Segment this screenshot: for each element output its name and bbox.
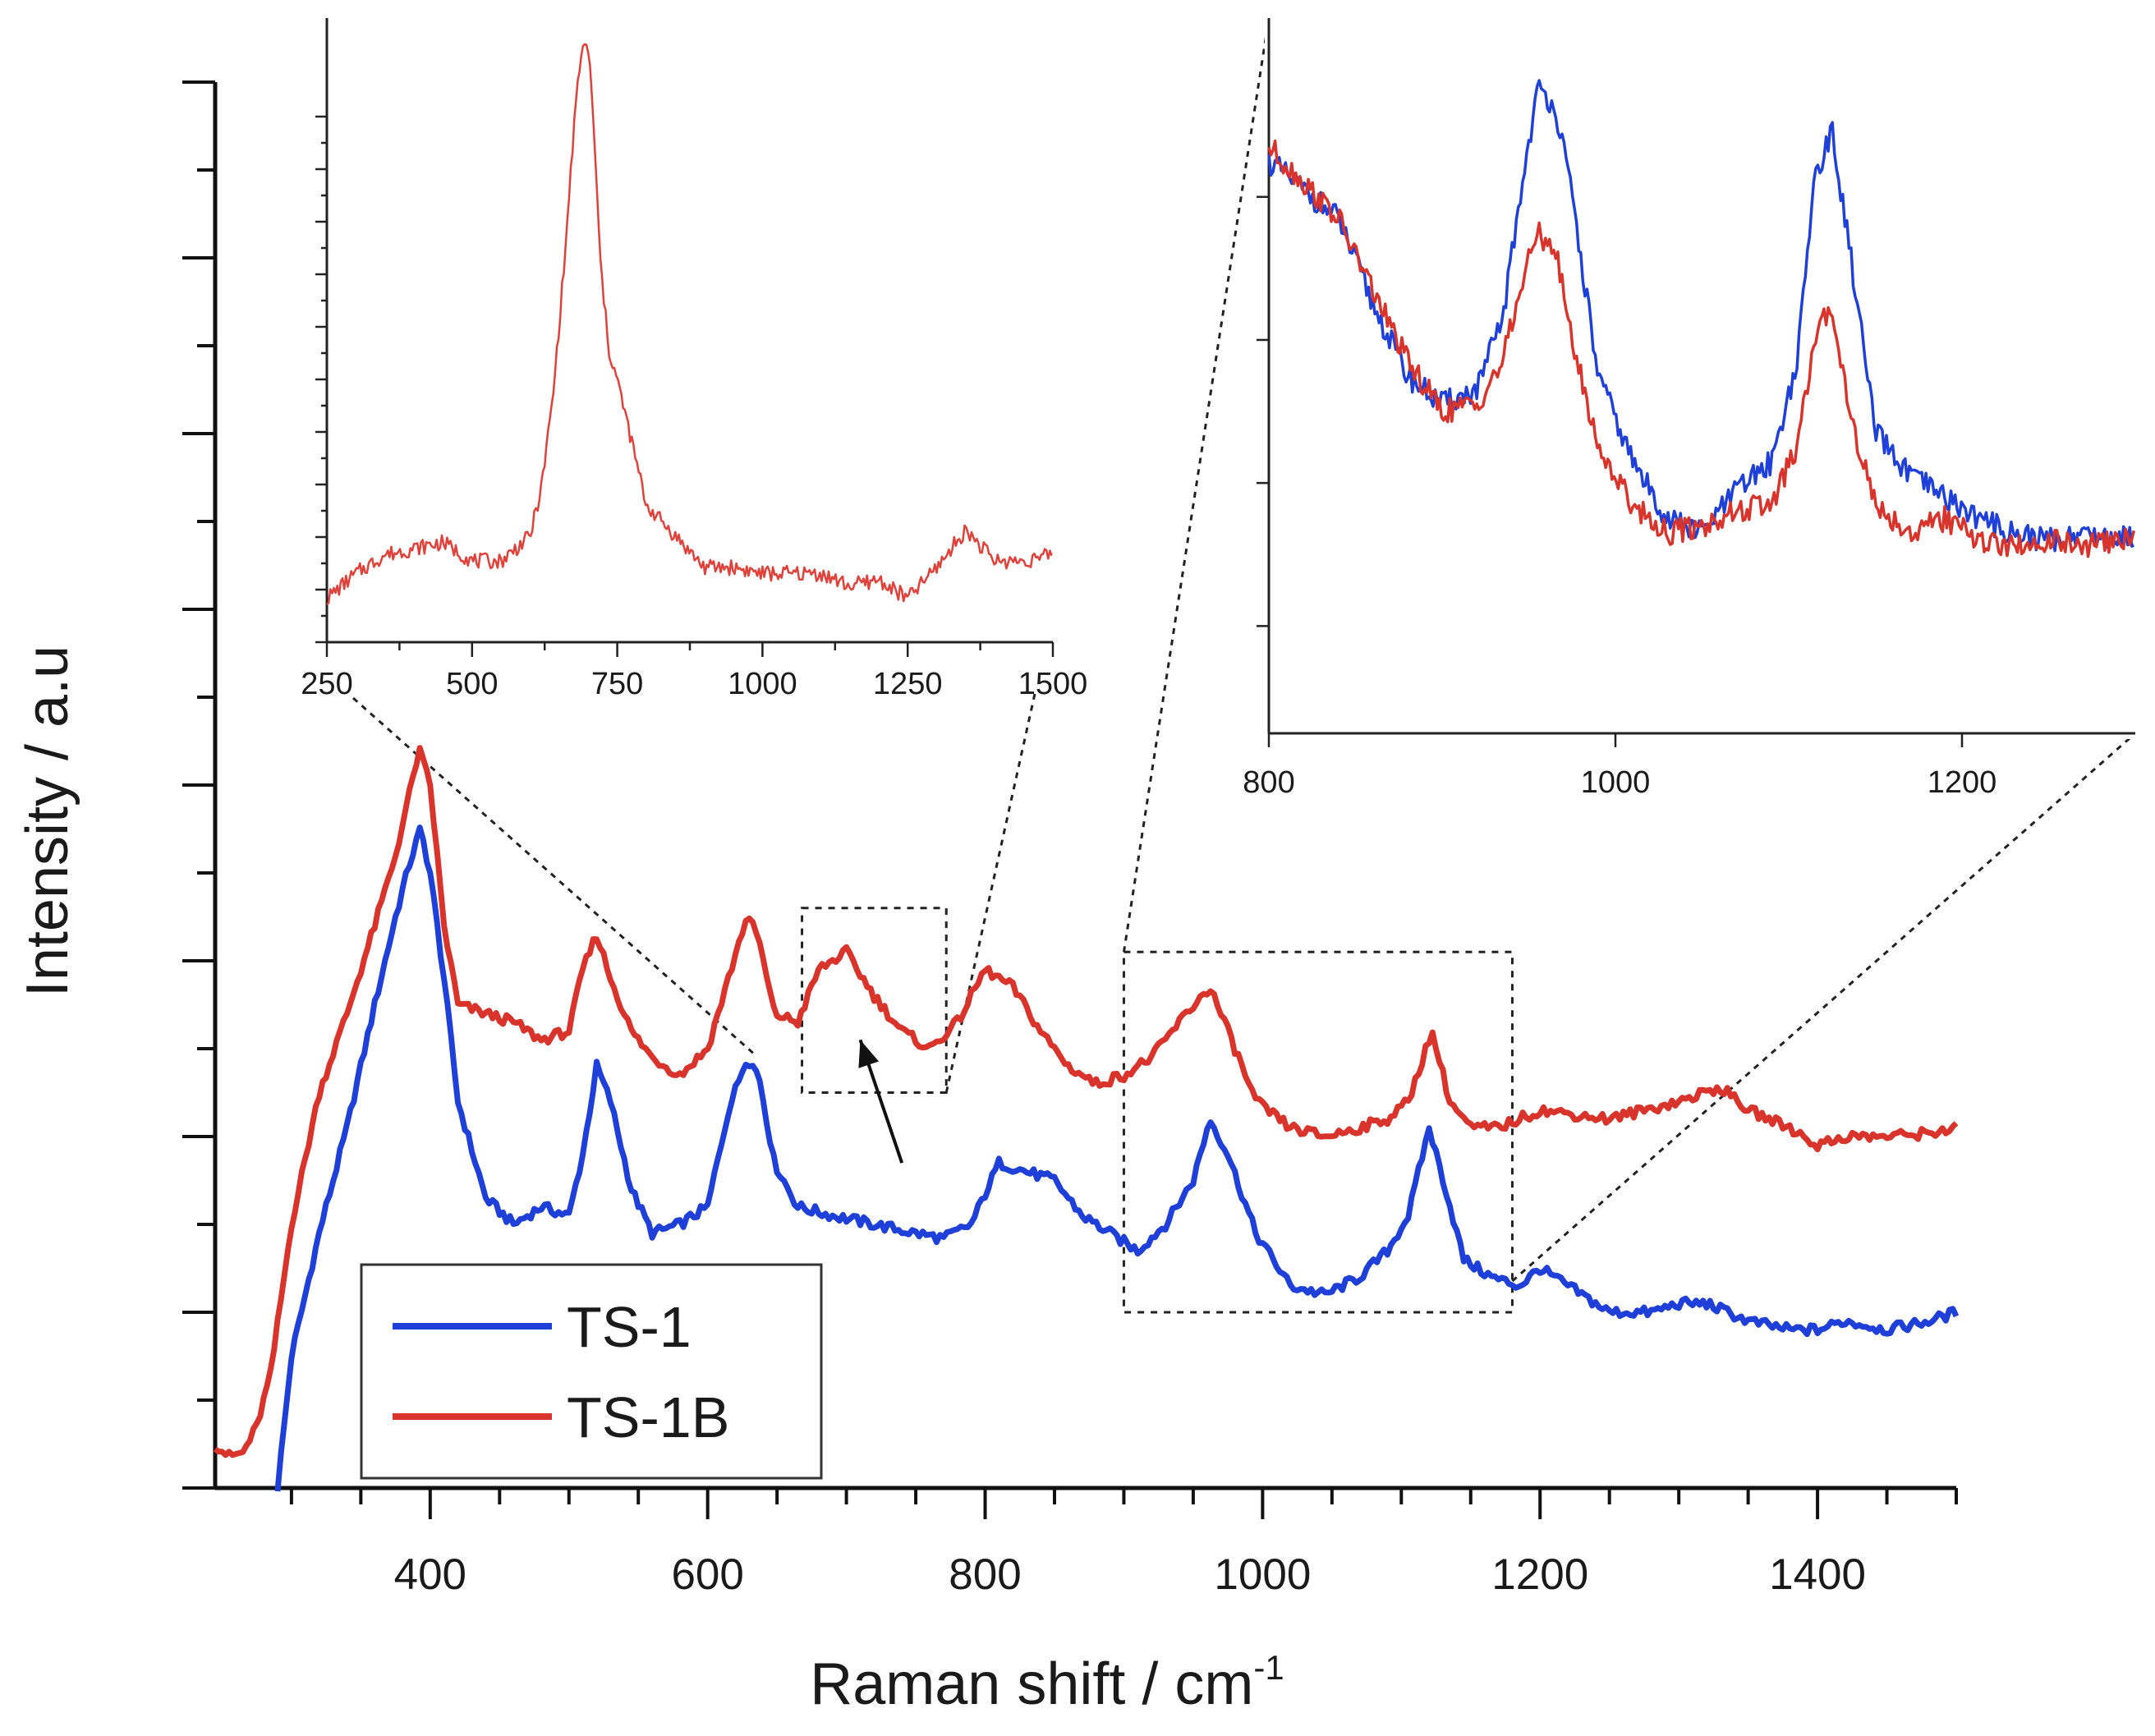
series-line-ts1 <box>274 824 1960 1492</box>
inset-right-connector <box>1122 17 1270 953</box>
zoom-annotations <box>352 17 2136 1314</box>
inset-left-connector <box>352 696 756 1057</box>
inset-left-series-line <box>326 43 1053 605</box>
inset-right-x-tick-label: 1000 <box>1581 765 1651 800</box>
inset-right-series <box>1267 79 2136 558</box>
inset-left-x-tick-label: 250 <box>301 667 352 701</box>
y-axis-title: Intensity / a.u <box>15 645 80 997</box>
zoom-box-left <box>801 907 948 1095</box>
x-axis-title: Raman shift / cm-1 <box>810 1648 1284 1717</box>
inset-left-x-tick-label: 1250 <box>873 667 943 701</box>
inset-right-x-tick-label: 1200 <box>1928 765 1997 800</box>
inset-left-x-tick-label: 1000 <box>728 667 797 701</box>
inset-left: 250 500 750 1000 1250 1500 <box>301 16 1087 701</box>
inset-left-x-tick-label: 750 <box>591 667 643 701</box>
inset-left-x-tick-label: 1500 <box>1018 667 1088 701</box>
legend-label-ts1: TS-1 <box>567 1295 692 1359</box>
inset-right-series-line-ts1b <box>1267 139 2136 558</box>
main-x-tick-label: 1400 <box>1769 1550 1866 1599</box>
arrow-head <box>858 1040 880 1068</box>
main-x-tick-label: 600 <box>671 1550 743 1599</box>
main-series <box>213 745 1960 1492</box>
main-x-tick-label: 400 <box>394 1550 466 1599</box>
main-x-tick-label: 800 <box>949 1550 1021 1599</box>
inset-left-connector <box>944 693 1036 1093</box>
main-x-tick-label: 1000 <box>1214 1550 1311 1599</box>
legend-label-ts1b: TS-1B <box>567 1385 729 1449</box>
x-axis-title-text: Raman shift / cm <box>810 1651 1253 1717</box>
main-y-ticks <box>182 80 215 1490</box>
legend-frame <box>360 1263 823 1480</box>
series-line-ts1b <box>213 745 1959 1458</box>
inset-right-series-line-ts1 <box>1267 79 2134 553</box>
inset-left-background <box>324 16 1055 641</box>
x-axis-title-superscript: -1 <box>1253 1648 1284 1687</box>
main-x-ticks: 400 600 800 1000 1200 1400 <box>289 1488 1958 1599</box>
inset-left-x-ticks: 250 500 750 1000 1250 1500 <box>301 642 1087 701</box>
main-x-tick-label: 1200 <box>1491 1550 1588 1599</box>
inset-right-connector <box>1511 732 2136 1283</box>
inset-right: 800 1000 1200 <box>1243 16 2144 800</box>
zoom-box-right <box>1122 950 1514 1314</box>
inset-left-series <box>326 43 1053 605</box>
legend: TS-1 TS-1B <box>360 1263 823 1480</box>
inset-right-y-ticks <box>1257 195 1269 627</box>
inset-left-y-ticks <box>315 115 327 644</box>
inset-right-x-tick-label: 800 <box>1243 765 1294 800</box>
inset-right-x-ticks: 800 1000 1200 <box>1243 733 1996 800</box>
inset-right-background <box>1265 16 2144 739</box>
inset-left-x-tick-label: 500 <box>446 667 498 701</box>
